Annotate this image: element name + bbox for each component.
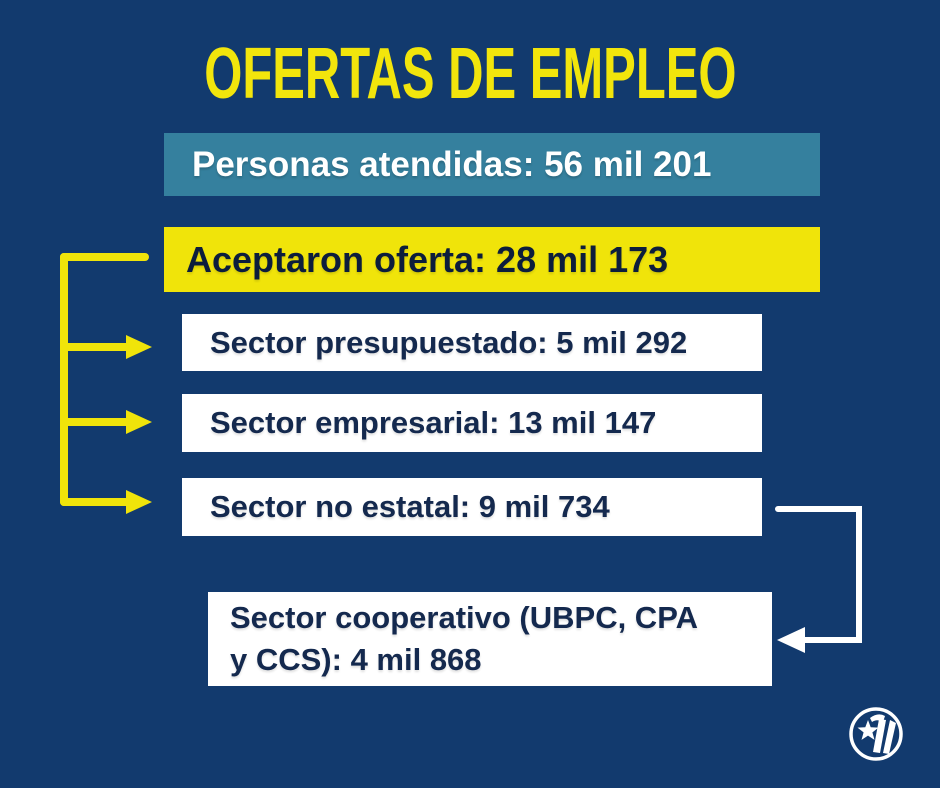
sector-empresarial-label: Sector empresarial: 13 mil 147 [210,405,657,440]
sector-no-estatal-label: Sector no estatal: 9 mil 734 [210,489,610,524]
arrow-right-icon [126,410,152,434]
arrow-right-icon [126,490,152,514]
sector-cooperativo-bar: Sector cooperativo (UBPC, CPA y CCS): 4 … [208,592,772,686]
white-connector [775,506,862,643]
attended-bar: Personas atendidas: 56 mil 201 [164,133,820,196]
attended-label: Personas atendidas: 56 mil 201 [192,144,712,184]
sector-cooperativo-label-line1: Sector cooperativo (UBPC, CPA [230,600,698,635]
sector-empresarial-bar: Sector empresarial: 13 mil 147 [182,394,762,452]
page-title: OFERTAS DE EMPLEO [0,38,940,110]
sector-presupuestado-label: Sector presupuestado: 5 mil 292 [210,324,688,360]
arrow-right-icon [126,335,152,359]
sector-no-estatal-bar: Sector no estatal: 9 mil 734 [182,478,762,536]
accepted-offer-label: Aceptaron oferta: 28 mil 173 [186,238,669,280]
page-title-text: OFERTAS DE EMPLEO [203,34,737,114]
yellow-connector [60,253,149,506]
arrow-left-icon [777,627,805,653]
yellow-arrowhead-icons [126,335,152,514]
sector-presupuestado-bar: Sector presupuestado: 5 mil 292 [182,314,762,371]
accepted-offer-bar: Aceptaron oferta: 28 mil 173 [164,227,820,292]
sector-cooperativo-label-line2: y CCS): 4 mil 868 [230,642,482,677]
circle-star-flag-logo-icon [849,707,903,761]
